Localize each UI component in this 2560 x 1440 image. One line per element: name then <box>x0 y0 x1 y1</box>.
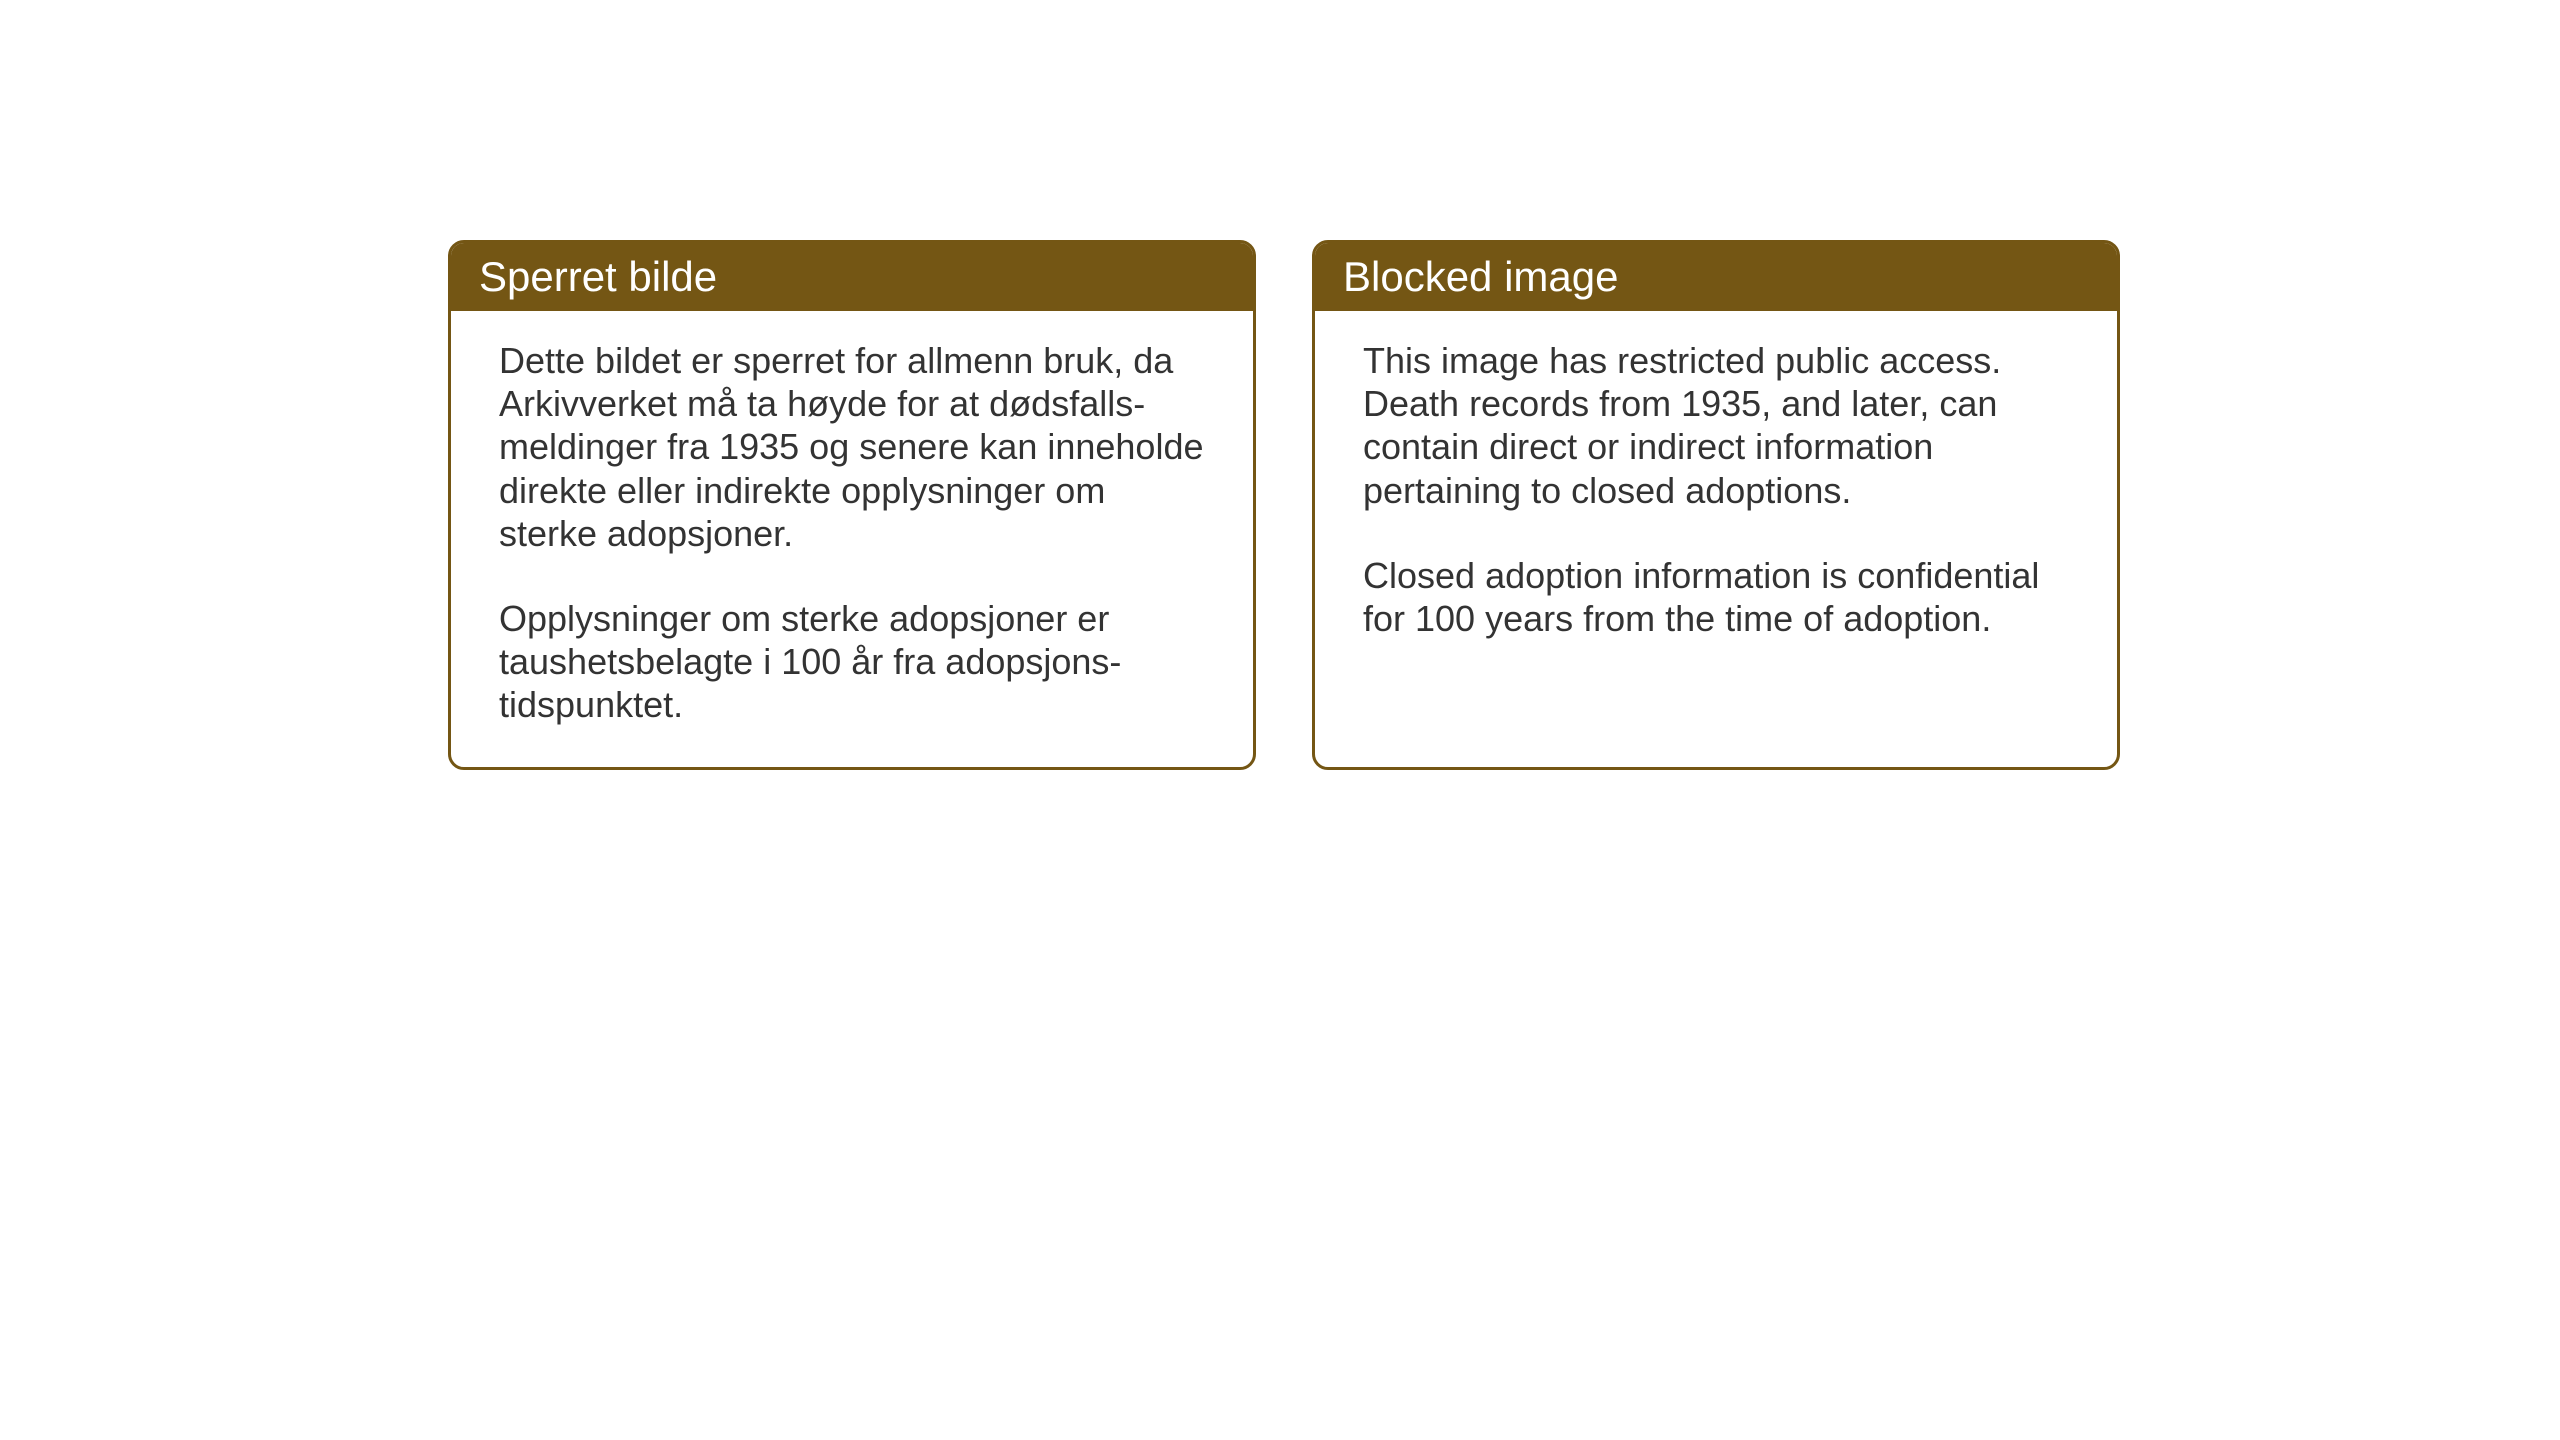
notice-header-english: Blocked image <box>1315 243 2117 311</box>
notice-paragraph-2-norwegian: Opplysninger om sterke adopsjoner er tau… <box>499 597 1205 727</box>
notice-paragraph-1-norwegian: Dette bildet er sperret for allmenn bruk… <box>499 339 1205 555</box>
notice-body-english: This image has restricted public access.… <box>1315 311 2117 680</box>
notice-title-norwegian: Sperret bilde <box>479 253 717 300</box>
notice-card-norwegian: Sperret bilde Dette bildet er sperret fo… <box>448 240 1256 770</box>
notice-header-norwegian: Sperret bilde <box>451 243 1253 311</box>
notice-paragraph-1-english: This image has restricted public access.… <box>1363 339 2069 512</box>
notice-card-english: Blocked image This image has restricted … <box>1312 240 2120 770</box>
notice-body-norwegian: Dette bildet er sperret for allmenn bruk… <box>451 311 1253 767</box>
notice-paragraph-2-english: Closed adoption information is confident… <box>1363 554 2069 640</box>
notice-container: Sperret bilde Dette bildet er sperret fo… <box>448 240 2120 770</box>
notice-title-english: Blocked image <box>1343 253 1618 300</box>
